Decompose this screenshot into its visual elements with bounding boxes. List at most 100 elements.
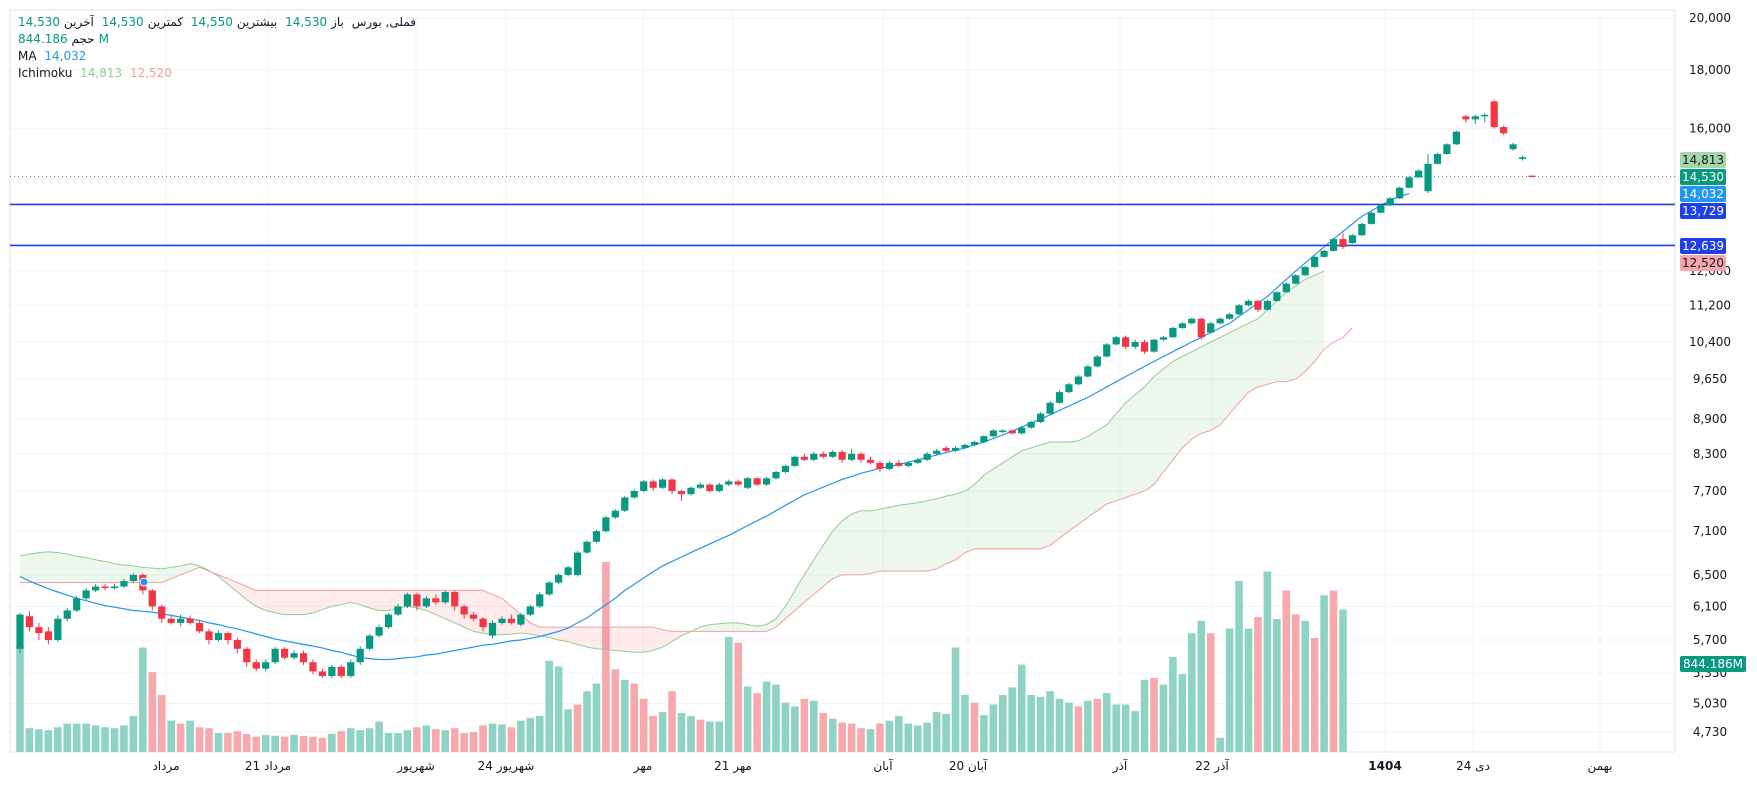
candle-body: [1462, 116, 1470, 120]
y-tick-label: 5,030: [1693, 697, 1727, 711]
volume-bar: [450, 728, 459, 752]
plot-frame: [9, 9, 1676, 753]
candle-body: [507, 618, 515, 623]
volume-bar: [1329, 590, 1338, 752]
candle-body: [394, 606, 402, 615]
volume-bar: [139, 647, 147, 752]
volume-bar: [1178, 674, 1187, 752]
candle-body: [1197, 318, 1205, 338]
volume-bar: [535, 715, 544, 752]
volume-bar: [233, 731, 242, 752]
volume-bar: [819, 713, 828, 752]
candle-body: [933, 450, 941, 454]
volume-bar: [781, 702, 790, 752]
legend-ma-value: 14,032: [44, 49, 87, 63]
volume-bar: [517, 720, 525, 752]
cloud-segment: [605, 627, 616, 651]
volume-bar: [1017, 664, 1026, 752]
y-tick-label: 5,700: [1693, 633, 1727, 647]
ichimoku-span-a: [19, 270, 1325, 653]
volume-bar: [507, 727, 516, 752]
volume-bar: [772, 684, 780, 752]
volume-bar: [1150, 677, 1158, 752]
candle-body: [224, 633, 232, 640]
cloud-segment: [1154, 368, 1164, 485]
volume-bar: [885, 720, 894, 752]
legend-ichimoku-row: Ichimoku 14,813 12,520: [18, 65, 420, 82]
cloud-segment: [275, 590, 285, 615]
candle-body: [214, 633, 223, 640]
candle-body: [1074, 376, 1082, 385]
candle-body: [848, 453, 856, 460]
cloud-segment: [728, 622, 739, 632]
volume-bar: [1131, 711, 1139, 752]
volume-bar: [488, 723, 497, 752]
candle-body: [1140, 342, 1149, 352]
candle-body: [1518, 157, 1527, 159]
cloud-segment: [1031, 444, 1041, 549]
volume-bar: [1310, 638, 1319, 752]
volume-bar: [261, 734, 270, 752]
volume-bar: [866, 729, 875, 752]
ichimoku-span-b: [20, 327, 1353, 632]
candle-body: [725, 481, 733, 485]
volume-bar: [224, 733, 232, 752]
candle-body: [1311, 256, 1319, 268]
candle-body: [1358, 223, 1366, 236]
candle-body: [1329, 239, 1338, 251]
volume-bar: [157, 695, 166, 752]
cloud-segment: [86, 557, 96, 583]
cloud-segment: [643, 627, 654, 653]
candle-body: [101, 586, 109, 589]
volume-bar: [724, 637, 733, 752]
candle-body: [460, 606, 468, 615]
y-tick-label: 7,700: [1693, 484, 1727, 498]
cloud-segment: [161, 567, 172, 583]
candle-body: [1103, 344, 1111, 357]
cloud-segment: [105, 561, 115, 583]
y-tick-label: 6,500: [1693, 568, 1727, 582]
cloud-segment: [57, 552, 68, 583]
cloud-segment: [766, 618, 776, 632]
candle-body: [621, 497, 629, 511]
candle-body: [441, 591, 449, 603]
y-tick-label: 7,100: [1693, 524, 1727, 538]
volume-bar: [16, 645, 24, 752]
candle-body: [1367, 212, 1375, 224]
candle-body: [120, 581, 128, 587]
volume-bar: [876, 723, 884, 752]
candle-body: [1037, 413, 1045, 422]
candle-body: [1273, 292, 1281, 301]
cloud-segment: [908, 502, 918, 572]
price-axis-badge: [1680, 238, 1726, 254]
volume-bar: [687, 715, 695, 752]
cloud-segment: [965, 484, 975, 553]
cloud-segment: [738, 622, 748, 632]
volume-bar: [318, 737, 327, 752]
candle-body: [309, 662, 317, 672]
price-axis-badge-text: 13,729: [1682, 204, 1724, 218]
candle-body: [422, 598, 430, 607]
volume-bar: [403, 730, 412, 752]
volume-bar: [280, 736, 289, 752]
legend-symbol: فملی, بورس: [351, 15, 416, 29]
candle-body: [271, 648, 279, 663]
cloud-segment: [549, 627, 559, 640]
candle-body: [999, 430, 1007, 432]
cloud-segment: [76, 556, 87, 583]
candle-body: [262, 662, 270, 669]
candle-body: [951, 447, 960, 451]
candle-body: [677, 490, 686, 495]
legend-open-label: باز: [331, 15, 344, 29]
volume-bar: [460, 733, 468, 752]
volume-bar: [195, 727, 204, 752]
y-tick-label: 20,000: [1689, 11, 1731, 25]
volume-bar: [1102, 693, 1111, 752]
cloud-segment: [1267, 300, 1277, 385]
volume-bar: [1320, 595, 1328, 752]
price-axis-badge: [1680, 186, 1726, 202]
candle-body: [82, 590, 90, 599]
cloud-segment: [813, 545, 824, 595]
candle-body: [470, 614, 478, 619]
